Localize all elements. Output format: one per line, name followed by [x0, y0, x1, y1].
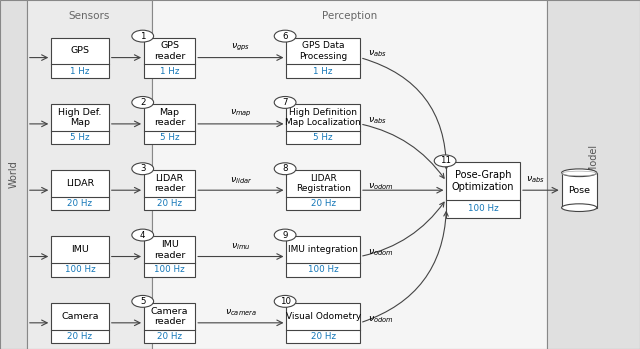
- Circle shape: [275, 229, 296, 241]
- Circle shape: [435, 155, 456, 167]
- Text: 5 Hz: 5 Hz: [314, 133, 333, 142]
- Text: Visual Odometry: Visual Odometry: [285, 312, 361, 321]
- Text: Perception: Perception: [322, 11, 377, 21]
- Text: $\nu_{abs}$: $\nu_{abs}$: [367, 115, 387, 126]
- Text: 1 Hz: 1 Hz: [70, 67, 90, 75]
- Text: IMU: IMU: [71, 245, 89, 254]
- Text: Map
reader: Map reader: [154, 107, 186, 127]
- Text: $\nu_{abs}$: $\nu_{abs}$: [526, 174, 545, 185]
- Text: GPS: GPS: [70, 46, 90, 55]
- Text: 7: 7: [282, 98, 288, 107]
- Text: 20 Hz: 20 Hz: [157, 199, 182, 208]
- Text: Pose: Pose: [568, 186, 590, 195]
- FancyArrowPatch shape: [363, 125, 444, 178]
- Text: Sensors: Sensors: [68, 11, 110, 21]
- FancyBboxPatch shape: [287, 237, 360, 276]
- Circle shape: [275, 163, 296, 174]
- FancyBboxPatch shape: [447, 162, 520, 218]
- Text: $\nu_{map}$: $\nu_{map}$: [230, 108, 252, 119]
- Circle shape: [132, 163, 154, 174]
- Text: 100 Hz: 100 Hz: [65, 266, 95, 274]
- FancyBboxPatch shape: [51, 303, 109, 343]
- FancyBboxPatch shape: [144, 303, 195, 343]
- FancyBboxPatch shape: [287, 170, 360, 210]
- Circle shape: [275, 97, 296, 108]
- Text: 5 Hz: 5 Hz: [160, 133, 179, 142]
- Ellipse shape: [562, 204, 597, 211]
- Text: 20 Hz: 20 Hz: [310, 199, 336, 208]
- Text: 1 Hz: 1 Hz: [314, 67, 333, 75]
- Circle shape: [275, 30, 296, 42]
- FancyBboxPatch shape: [152, 0, 547, 349]
- FancyBboxPatch shape: [51, 104, 109, 144]
- Text: 9: 9: [282, 231, 288, 239]
- Circle shape: [132, 97, 154, 108]
- FancyBboxPatch shape: [144, 104, 195, 144]
- FancyBboxPatch shape: [144, 237, 195, 276]
- FancyBboxPatch shape: [144, 170, 195, 210]
- Text: Pose-Graph
Optimization: Pose-Graph Optimization: [452, 170, 515, 192]
- Text: 6: 6: [282, 32, 288, 40]
- Text: 100 Hz: 100 Hz: [154, 266, 185, 274]
- Text: 20 Hz: 20 Hz: [67, 199, 93, 208]
- Text: $\nu_{lidar}$: $\nu_{lidar}$: [230, 175, 252, 186]
- Text: $\nu_{odom}$: $\nu_{odom}$: [367, 314, 394, 325]
- Text: $\nu_{imu}$: $\nu_{imu}$: [231, 242, 251, 252]
- FancyBboxPatch shape: [27, 0, 152, 349]
- FancyBboxPatch shape: [547, 0, 640, 349]
- FancyArrowPatch shape: [363, 202, 444, 256]
- Text: High Definition
Map Localization: High Definition Map Localization: [285, 107, 361, 127]
- Text: High Def.
Map: High Def. Map: [58, 107, 102, 127]
- Text: 5 Hz: 5 Hz: [70, 133, 90, 142]
- FancyBboxPatch shape: [144, 38, 195, 78]
- Text: Camera
reader: Camera reader: [151, 306, 188, 326]
- Text: $\nu_{odom}$: $\nu_{odom}$: [367, 181, 394, 192]
- Text: 1 Hz: 1 Hz: [160, 67, 179, 75]
- Text: 10: 10: [280, 297, 291, 306]
- Text: GPS Data
Processing: GPS Data Processing: [299, 41, 348, 61]
- FancyBboxPatch shape: [287, 38, 360, 78]
- FancyBboxPatch shape: [51, 237, 109, 276]
- Circle shape: [132, 229, 154, 241]
- FancyBboxPatch shape: [0, 0, 27, 349]
- Text: IMU
reader: IMU reader: [154, 240, 186, 260]
- Text: World: World: [8, 161, 19, 188]
- Text: $\nu_{odom}$: $\nu_{odom}$: [367, 248, 394, 258]
- FancyBboxPatch shape: [287, 104, 360, 144]
- Text: 4: 4: [140, 231, 145, 239]
- FancyBboxPatch shape: [562, 173, 597, 208]
- Text: 5: 5: [140, 297, 145, 306]
- Text: 100 Hz: 100 Hz: [308, 266, 339, 274]
- Text: GPS
reader: GPS reader: [154, 41, 186, 61]
- Text: 100 Hz: 100 Hz: [468, 205, 499, 213]
- Text: $\nu_{gps}$: $\nu_{gps}$: [231, 42, 250, 53]
- Circle shape: [132, 295, 154, 307]
- FancyBboxPatch shape: [51, 170, 109, 210]
- Ellipse shape: [562, 169, 597, 177]
- Text: LIDAR: LIDAR: [66, 179, 94, 188]
- Circle shape: [132, 30, 154, 42]
- Text: LIDAR
Registration: LIDAR Registration: [296, 174, 351, 193]
- Text: 11: 11: [440, 156, 451, 165]
- Text: LIDAR
reader: LIDAR reader: [154, 174, 186, 193]
- FancyBboxPatch shape: [51, 38, 109, 78]
- Text: 20 Hz: 20 Hz: [310, 332, 336, 341]
- Text: IMU integration: IMU integration: [288, 245, 358, 254]
- Text: World Model: World Model: [589, 144, 598, 205]
- Text: $\nu_{abs}$: $\nu_{abs}$: [367, 49, 387, 59]
- FancyArrowPatch shape: [363, 58, 449, 169]
- Text: 1: 1: [140, 32, 145, 40]
- Text: 20 Hz: 20 Hz: [67, 332, 93, 341]
- FancyBboxPatch shape: [287, 303, 360, 343]
- Text: 3: 3: [140, 164, 145, 173]
- Text: $\nu_{camera}$: $\nu_{camera}$: [225, 308, 257, 318]
- Text: 2: 2: [140, 98, 145, 107]
- Text: 20 Hz: 20 Hz: [157, 332, 182, 341]
- Circle shape: [275, 295, 296, 307]
- Text: 8: 8: [282, 164, 288, 173]
- FancyArrowPatch shape: [363, 212, 448, 322]
- Text: Camera: Camera: [61, 312, 99, 321]
